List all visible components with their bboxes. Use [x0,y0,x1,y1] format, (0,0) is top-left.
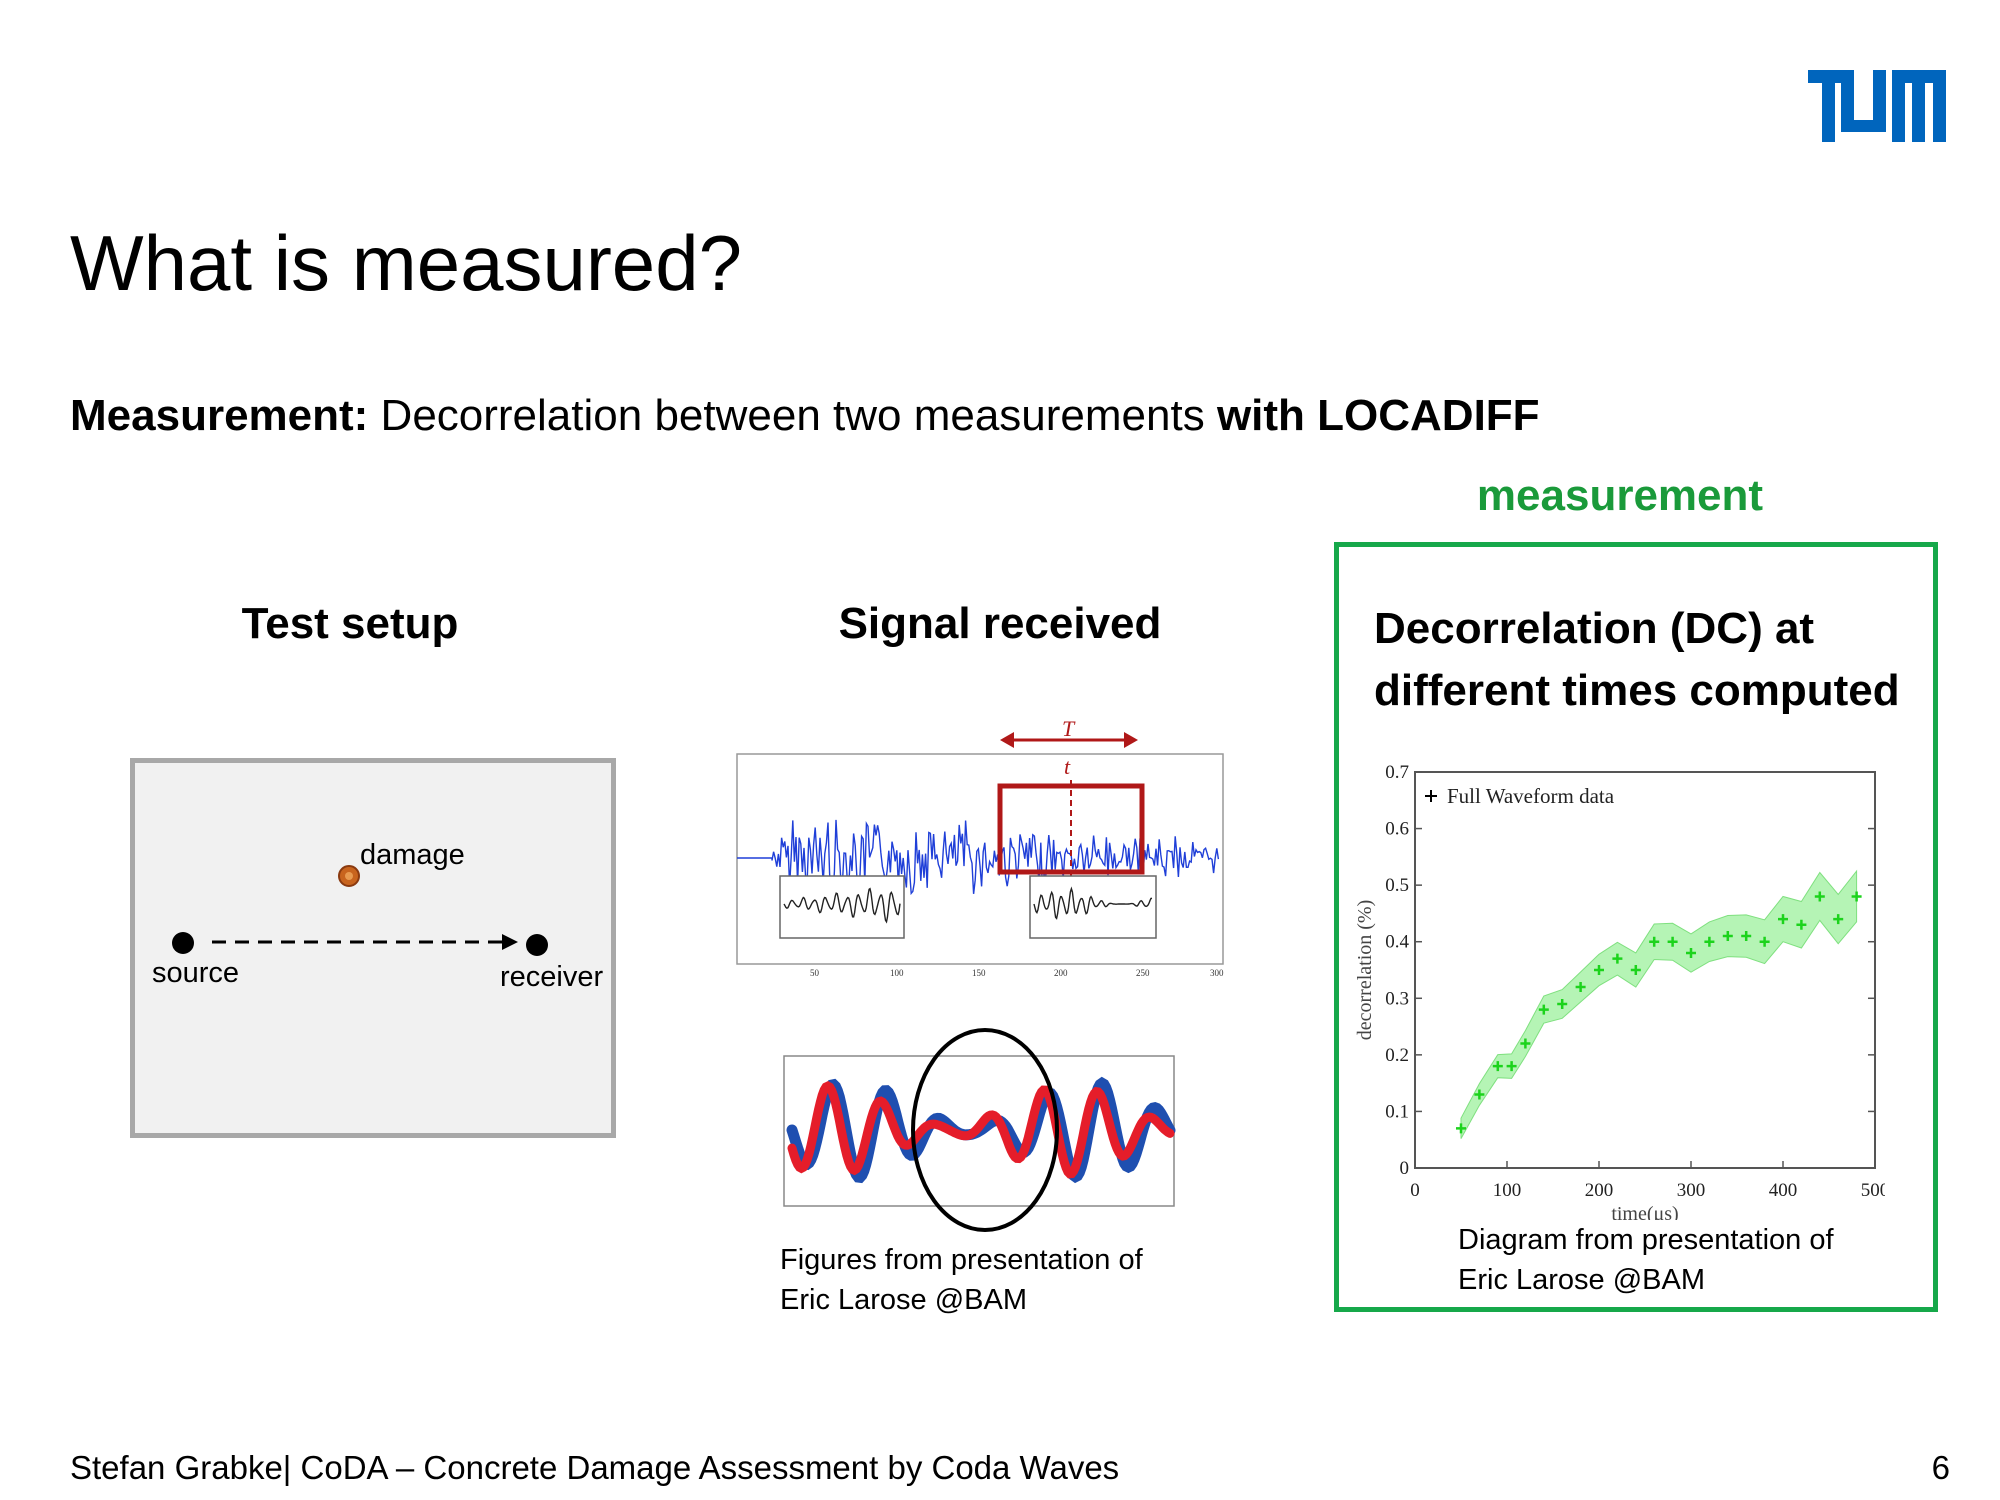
data-point [1833,914,1844,925]
data-point [1612,953,1623,964]
y-tick-label: 0.6 [1385,819,1409,840]
svg-text:50: 50 [810,968,820,978]
x-tick-label: 400 [1769,1180,1798,1201]
signal-received-heading: Signal received [838,599,1162,648]
data-point [1649,936,1660,947]
x-axis-label: time(μs) [1611,1203,1678,1220]
y-tick-label: 0.3 [1385,988,1409,1009]
data-point [1474,1089,1485,1100]
decorrelation-chart: 0 100 200 300 400 500 0 0.1 0.2 0.3 0.4 0.5 0.6 0.7 ti… [1354,762,1885,1220]
window-arrow-right [1124,732,1138,748]
x-tick-label: 500 [1861,1180,1885,1201]
y-tick-label: 0.1 [1385,1101,1409,1122]
damage-label: damage [360,839,465,871]
data-point [1722,931,1733,942]
svg-text:300: 300 [1210,968,1224,978]
late-inset-trace [1033,886,1153,920]
dc-caption-line2: Eric Larose @BAM [1458,1264,1706,1296]
data-point [1814,891,1825,902]
data-point [1630,965,1641,975]
svg-text:150: 150 [972,968,986,978]
data-point [1704,936,1715,947]
data-point [1741,931,1752,942]
test-setup-drawing [172,865,548,956]
decorrelation-heading: Decorrelation (DC) at different times co… [1374,598,1900,722]
window-length-label: T [1062,718,1076,741]
y-axis-label: decorrelation (%) [1354,900,1376,1040]
data-point [1851,891,1862,902]
data-point [1594,965,1604,975]
signal-caption: Figures from presentation of Eric Larose… [780,1240,1143,1320]
tum-logo [1808,70,1946,142]
subtitle-text: Decorrelation between two measurements [368,391,1217,440]
dc-caption: Diagram from presentation of Eric Larose… [1458,1220,1834,1300]
x-tick-label: 200 [1585,1180,1614,1201]
y-tick-label: 0.4 [1385,932,1409,953]
decorrelation-heading-line1: Decorrelation (DC) at [1374,604,1815,653]
data-point [1506,1061,1517,1072]
perturbed-signal [787,1081,1175,1179]
signal-caption-line1: Figures from presentation of [780,1244,1143,1276]
data-point [1492,1061,1503,1072]
y-tick-label: 0.2 [1385,1045,1409,1066]
x-tick-label: 100 [1493,1180,1522,1201]
slide-subtitle: Measurement: Decorrelation between two m… [70,390,1540,442]
page-number: 6 [1931,1449,1950,1486]
waveform-axis-ticks: 50 100 150 200 250 300 [810,968,1224,978]
data-point [1456,1123,1466,1134]
legend-marker [1425,790,1437,802]
uncertainty-band [1460,869,1858,1139]
signal-comparison-figure [783,1028,1176,1232]
damage-marker-core [345,872,353,880]
window-time-label: t [1064,754,1071,779]
receiver-label: receiver [500,961,604,993]
y-tick-label: 0 [1400,1158,1410,1179]
data-point [1796,919,1807,930]
window-arrow-left [1000,732,1014,748]
decorrelation-heading-line2: different times computed [1374,666,1900,715]
data-point [1667,936,1678,947]
x-tick-label: 0 [1410,1180,1420,1201]
early-inset-trace [783,887,901,924]
data-point [1520,1038,1531,1049]
signal-caption-line2: Eric Larose @BAM [780,1284,1028,1316]
source-label: source [152,957,240,989]
svg-text:200: 200 [1054,968,1068,978]
data-point [1538,1004,1549,1015]
test-setup-heading: Test setup [241,599,459,648]
late-inset [1029,875,1157,939]
data-point [1759,936,1770,947]
legend-label: Full Waveform data [1447,784,1615,808]
decorrelation-highlight [911,1028,1059,1232]
source-dot [172,932,194,954]
dc-caption-line1: Diagram from presentation of [1458,1224,1834,1256]
data-point [1686,948,1696,959]
data-point [1778,914,1788,925]
slide-title: What is measured? [70,219,742,307]
measurement-highlight-box [1334,542,1938,1312]
data-point [1557,998,1568,1009]
arrow-head [502,934,518,950]
subtitle-lead: Measurement: [70,391,369,440]
y-tick-label: 0.7 [1385,762,1409,783]
receiver-dot [526,934,548,956]
subtitle-tail: with LOCADIFF [1216,391,1540,440]
data-point [1575,981,1586,992]
x-tick-label: 300 [1677,1180,1706,1201]
y-tick-label: 0.5 [1385,875,1409,896]
signal-waveform-figure: T t 50 100 150 200 250 300 [736,718,1224,978]
svg-text:250: 250 [1136,968,1150,978]
footer-text: Stefan Grabke| CoDA – Concrete Damage As… [70,1449,1120,1486]
svg-text:100: 100 [890,968,904,978]
measurement-tag: measurement [1476,471,1764,520]
